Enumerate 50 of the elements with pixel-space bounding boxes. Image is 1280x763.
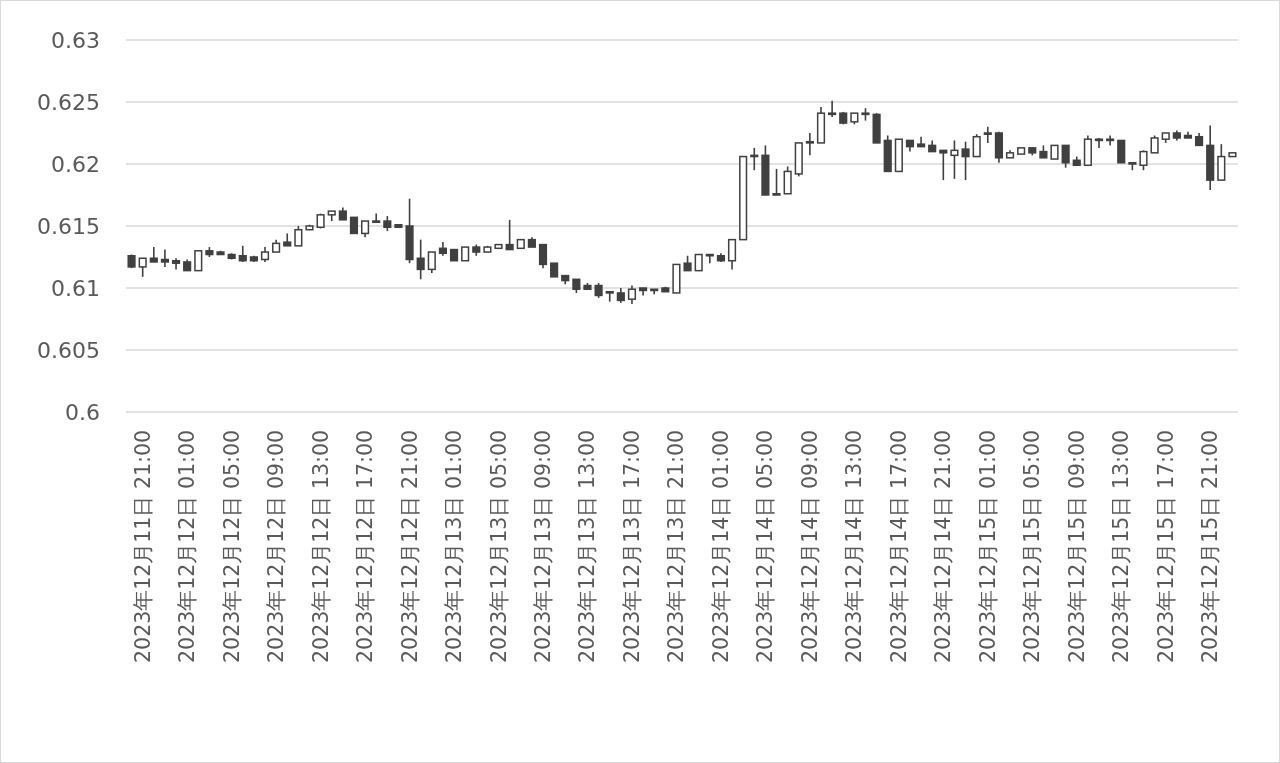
x-tick-label: 2023年12月14日 09:00 xyxy=(797,430,822,663)
candlestick xyxy=(828,99,837,118)
x-tick-label: 2023年12月13日 09:00 xyxy=(531,430,555,663)
x-tick-label: 2023年12月12日 01:00 xyxy=(175,430,200,663)
x-tick-label: 2023年12月12日 09:00 xyxy=(264,430,289,663)
y-tick-label: 0.605 xyxy=(37,337,100,363)
candlestick xyxy=(1217,143,1226,181)
x-tick-label: 2023年12月15日 13:00 xyxy=(1109,430,1134,663)
candlestick xyxy=(939,149,948,181)
candlestick xyxy=(1061,144,1070,169)
y-tick-label: 0.615 xyxy=(37,213,100,239)
x-tick-label: 2023年12月15日 17:00 xyxy=(1153,430,1178,663)
candlestick xyxy=(950,139,959,180)
x-tick-label: 2023年12月13日 13:00 xyxy=(575,430,600,663)
candlestick xyxy=(416,238,425,281)
y-tick-label: 0.6 xyxy=(65,399,100,425)
x-tick-label: 2023年12月11日 21:00 xyxy=(130,430,155,663)
x-tick-label: 2023年12月15日 21:00 xyxy=(1198,430,1223,663)
candlestick xyxy=(772,168,781,196)
x-tick-label: 2023年12月13日 17:00 xyxy=(619,430,644,663)
candlestick xyxy=(783,165,792,195)
candlestick xyxy=(727,238,737,271)
x-tick-label: 2023年12月12日 17:00 xyxy=(353,430,378,663)
x-tick-label: 2023年12月13日 05:00 xyxy=(486,430,511,663)
x-tick-label: 2023年12月14日 01:00 xyxy=(708,430,733,663)
x-tick-label: 2023年12月14日 17:00 xyxy=(886,430,911,663)
candlestick xyxy=(605,290,614,303)
candlestick xyxy=(160,248,170,268)
x-tick-label: 2023年12月12日 13:00 xyxy=(308,430,333,663)
x-tick-label: 2023年12月12日 21:00 xyxy=(397,430,422,663)
y-tick-label: 0.62 xyxy=(51,151,100,177)
candlestick xyxy=(1139,149,1148,171)
x-tick-label: 2023年12月13日 01:00 xyxy=(442,430,467,663)
x-tick-label: 2023年12月15日 05:00 xyxy=(1020,430,1045,663)
x-tick-label: 2023年12月14日 05:00 xyxy=(753,430,778,663)
candlestick xyxy=(505,219,514,251)
x-tick-label: 2023年12月15日 09:00 xyxy=(1064,430,1089,663)
x-tick-label: 2023年12月13日 21:00 xyxy=(664,430,689,663)
candlestick xyxy=(805,132,814,157)
y-tick-label: 0.63 xyxy=(51,27,100,53)
x-tick-label: 2023年12月12日 05:00 xyxy=(219,430,244,663)
candlestick xyxy=(138,257,147,278)
candlestick xyxy=(983,126,992,144)
y-tick-label: 0.625 xyxy=(37,89,100,115)
candlestick xyxy=(961,140,970,181)
x-tick-label: 2023年12月14日 13:00 xyxy=(842,430,867,663)
candlestick xyxy=(627,284,637,305)
y-tick-label: 0.61 xyxy=(51,275,100,301)
x-tick-label: 2023年12月14日 21:00 xyxy=(931,430,956,663)
x-tick-label: 2023年12月15日 01:00 xyxy=(975,430,1000,663)
